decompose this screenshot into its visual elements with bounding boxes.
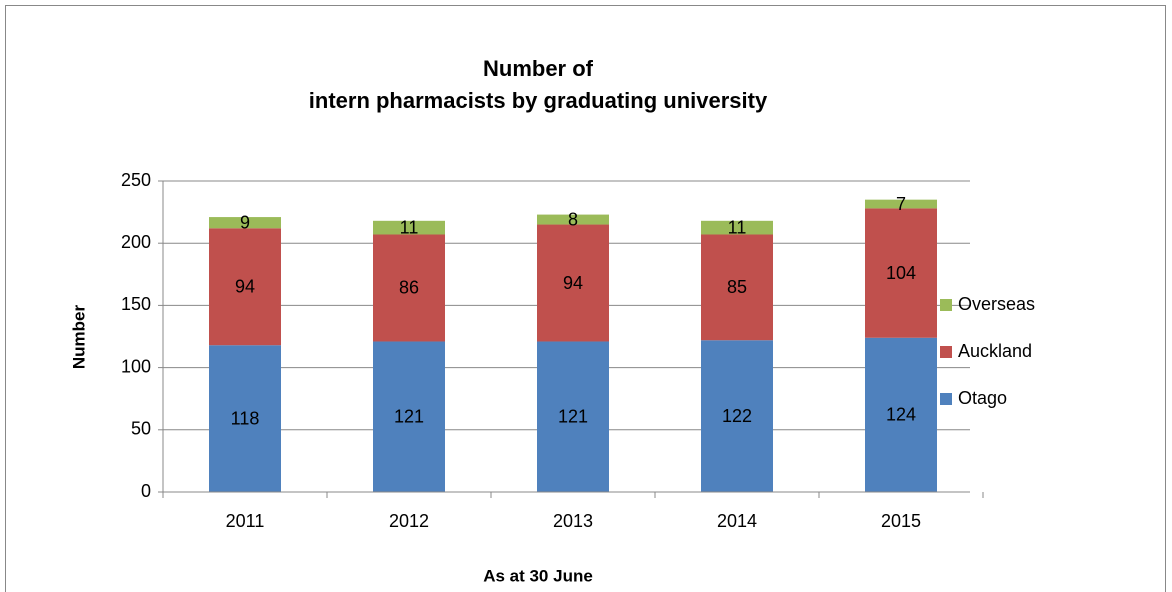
bar-segment: [373, 234, 445, 342]
y-axis-title: Number: [69, 305, 88, 370]
data-label: 121: [558, 406, 588, 426]
data-label: 85: [727, 277, 747, 297]
bar-segment: [701, 340, 773, 492]
legend-swatch: [940, 299, 952, 311]
bar-segment: [701, 220, 773, 235]
y-tick-label: 50: [131, 419, 151, 439]
x-tick-label: 2015: [881, 511, 921, 531]
legend-swatch: [940, 393, 952, 405]
data-label: 94: [235, 276, 255, 296]
data-label: 122: [722, 406, 752, 426]
bar-segment: [865, 337, 937, 492]
data-label: 7: [896, 194, 906, 214]
bar-segment: [865, 199, 937, 209]
data-label: 86: [399, 278, 419, 298]
data-label: 11: [400, 217, 419, 237]
data-label: 121: [394, 406, 424, 426]
y-tick-label: 100: [121, 356, 151, 376]
data-label: 9: [240, 212, 250, 232]
bar-segment: [701, 234, 773, 341]
bar-segment: [537, 214, 609, 225]
legend-label: Otago: [958, 388, 1007, 408]
data-label: 104: [886, 263, 916, 283]
x-tick-label: 2012: [389, 511, 429, 531]
bar-segment: [373, 220, 445, 235]
legend-label: Overseas: [958, 294, 1035, 314]
legend-swatch: [940, 346, 952, 358]
y-tick-label: 150: [121, 294, 151, 314]
legend-label: Auckland: [958, 341, 1032, 361]
chart-frame: [5, 5, 1166, 592]
bar-segment: [209, 345, 281, 492]
chart-title: Number of: [483, 56, 594, 81]
bar-segment: [209, 228, 281, 346]
y-tick-label: 0: [141, 481, 151, 501]
x-tick-label: 2011: [226, 511, 265, 531]
data-label: 124: [886, 405, 916, 425]
x-axis-title: As at 30 June: [483, 566, 593, 585]
data-label: 94: [563, 273, 583, 293]
bar-segment: [537, 341, 609, 492]
y-tick-label: 250: [121, 170, 151, 190]
bar-segment: [209, 217, 281, 229]
data-label: 8: [568, 209, 578, 229]
data-label: 11: [728, 217, 747, 237]
chart-title: intern pharmacists by graduating univers…: [309, 88, 768, 113]
data-label: 118: [231, 408, 260, 428]
y-tick-label: 200: [121, 232, 151, 252]
bar-segment: [537, 224, 609, 342]
bar-segment: [373, 341, 445, 492]
x-tick-label: 2014: [717, 511, 757, 531]
bar-segment: [865, 208, 937, 338]
x-tick-label: 2013: [553, 511, 593, 531]
